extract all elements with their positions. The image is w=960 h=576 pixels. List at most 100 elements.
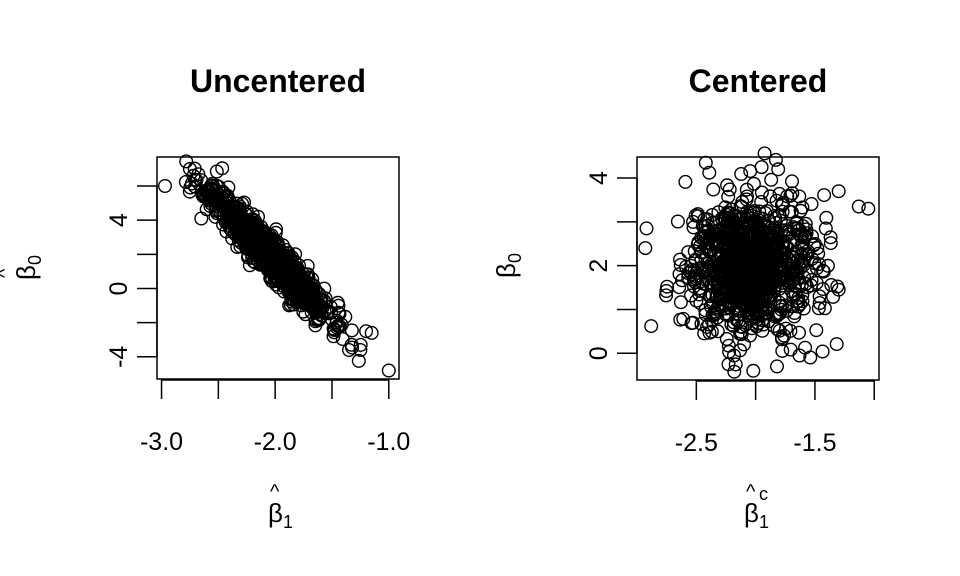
data-point [803,350,818,365]
data-point [678,174,693,189]
data-point [720,205,735,220]
data-point [809,261,824,276]
data-point [705,207,720,222]
data-point [353,343,368,358]
data-point [783,188,798,203]
data-point [720,251,735,266]
data-point [706,296,721,311]
data-point [261,233,276,248]
data-point [710,300,725,315]
data-point [724,202,739,217]
data-point [200,185,215,200]
data-point [861,201,876,216]
x-tick-label: -3.0 [140,428,183,456]
svg-text:β0: β0 [11,255,45,280]
data-point [728,357,743,372]
y-axis-label: β0 ^ [0,255,45,280]
data-point [353,337,368,352]
data-point [769,193,784,208]
x-tick-label: -1.0 [367,428,410,456]
data-point [698,307,713,322]
data-point [342,343,357,358]
data-point [767,237,782,252]
data-point [823,230,838,245]
data-point [716,255,731,270]
data-point [344,323,359,338]
data-point [743,328,758,343]
data-point [753,246,768,261]
hat-accent: ^ [270,481,280,503]
data-point [775,343,790,358]
data-point [694,316,709,331]
x-tick-label: -2.0 [254,428,297,456]
x-axis: -3.0 -2.0 -1.0 [140,379,410,456]
data-point [686,214,701,229]
data-point [831,184,846,199]
data-point [270,249,285,264]
data-point [338,309,353,324]
data-point [277,260,292,275]
data-point [289,295,304,310]
data-point [331,318,346,333]
data-point [287,275,302,290]
data-point [707,246,722,261]
data-point [757,270,772,285]
data-point [731,233,746,248]
data-point [724,224,739,239]
data-point [306,296,321,311]
y-tick-label: 4 [585,171,613,185]
data-point [791,291,806,306]
data-point [781,271,796,286]
data-point [721,338,736,353]
data-point [743,164,758,179]
data-point [670,214,685,229]
x-axis: -2.5 -1.5 [675,380,876,457]
data-point [694,261,709,276]
data-point [734,296,749,311]
data-point [690,207,705,222]
data-point [251,235,266,250]
data-point [794,256,809,271]
data-point [179,154,194,169]
data-point [698,303,713,318]
data-point [706,182,721,197]
data-point [264,274,279,289]
data-point [739,182,754,197]
data-point [790,254,805,269]
data-point [729,313,744,328]
data-point [785,174,800,189]
data-point [722,182,737,197]
data-point [770,359,785,374]
data-point [831,282,846,297]
data-point [239,240,254,255]
data-point [819,210,834,225]
y-axis-label: β0 [491,253,525,278]
data-point [741,256,756,271]
data-point [199,188,214,203]
data-point [769,248,784,263]
data-point [702,317,717,332]
data-point [721,189,736,204]
data-point [759,302,774,317]
data-point [714,222,729,237]
data-point [673,312,688,327]
data-point [673,252,688,267]
data-point [186,168,201,183]
data-point [182,161,197,176]
data-point [300,280,315,295]
data-point [804,196,819,211]
data-point [234,220,249,235]
data-point [733,240,748,255]
data-point [829,337,844,352]
data-point [673,295,688,310]
data-point [757,294,772,309]
data-point [740,189,755,204]
data-point [302,288,317,303]
data-point [771,162,786,177]
data-point [772,323,787,338]
data-point [783,323,798,338]
points [638,146,876,379]
data-point [798,216,813,231]
data-point [741,278,756,293]
